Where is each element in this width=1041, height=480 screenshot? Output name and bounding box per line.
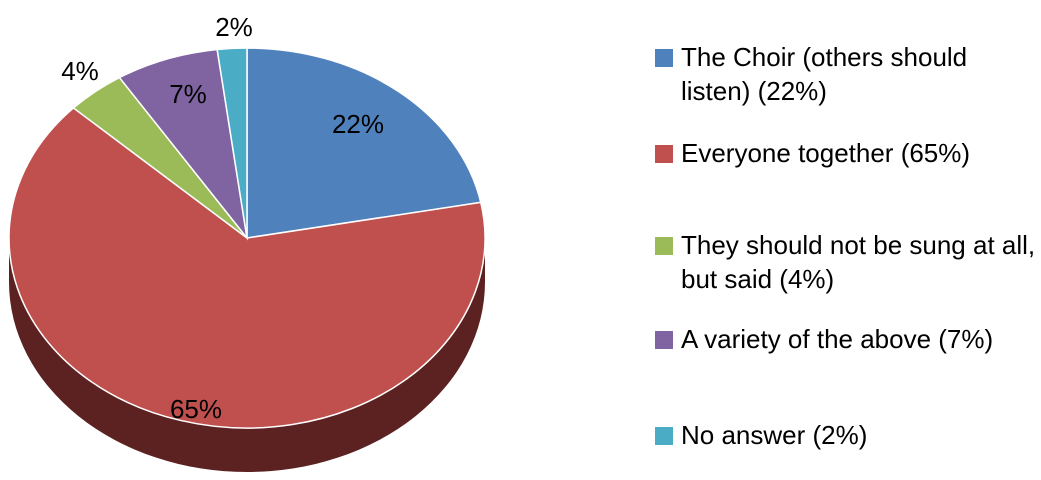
data-label-4: 2% — [215, 12, 253, 42]
pie-slice-3 — [118, 48, 249, 241]
legend-item-everyone: Everyone together (65%) — [655, 136, 1041, 170]
data-label-0: 22% — [332, 109, 384, 139]
legend-swatch-everyone — [655, 145, 673, 163]
pie-slice-0 — [246, 47, 482, 239]
pie-data-labels: 22% 65% 4% 7% 2% — [61, 12, 384, 424]
chart-legend: The Choir (others should listen) (22%) E… — [655, 0, 1041, 480]
legend-item-variety: A variety of the above (7%) — [655, 322, 1041, 356]
data-label-2: 4% — [61, 56, 99, 86]
legend-swatch-choir — [655, 49, 673, 67]
legend-swatch-no-answer — [655, 427, 673, 445]
legend-item-no-answer: No answer (2%) — [655, 418, 1041, 452]
legend-swatch-said — [655, 237, 673, 255]
pie-slices — [8, 47, 486, 429]
legend-label-everyone: Everyone together (65%) — [681, 138, 971, 168]
pie-side-walls — [9, 238, 485, 472]
legend-label-variety: A variety of the above (7%) — [681, 324, 994, 354]
legend-item-choir: The Choir (others should listen) (22%) — [655, 40, 1041, 108]
legend-item-said: They should not be sung at all, but said… — [655, 228, 1041, 296]
pie-side-1-0 — [9, 238, 485, 472]
legend-label-choir: The Choir (others should listen) (22%) — [681, 42, 968, 106]
legend-label-no-answer: No answer (2%) — [681, 420, 868, 450]
legend-swatch-variety — [655, 331, 673, 349]
legend-label-said: They should not be sung at all, but said… — [681, 230, 1036, 294]
pie-slice-4 — [216, 47, 248, 239]
pie-slice-1 — [8, 106, 486, 429]
data-label-3: 7% — [169, 79, 207, 109]
data-label-1: 65% — [170, 394, 222, 424]
pie-plot-area: 22% 65% 4% 7% 2% — [8, 12, 486, 472]
